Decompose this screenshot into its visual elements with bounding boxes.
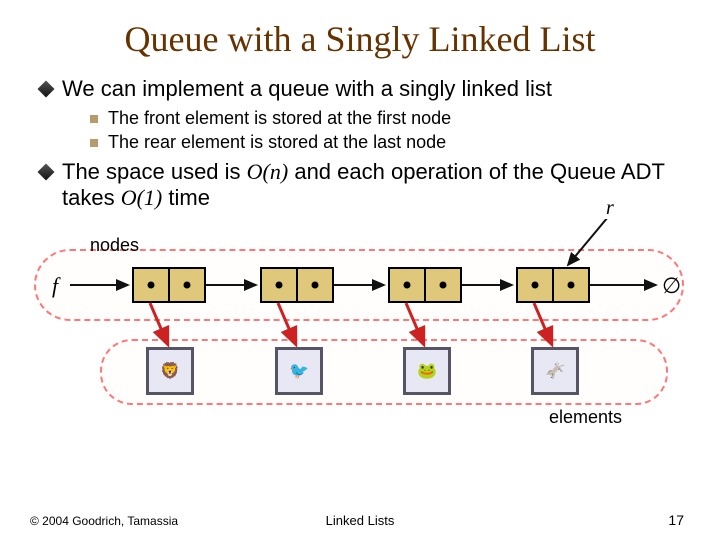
element-icon: 🫏: [545, 361, 565, 381]
node-box: [260, 267, 334, 303]
bullet-level1-complexity: The space used is O(n) and each operatio…: [40, 159, 690, 211]
footer-copyright: © 2004 Goodrich, Tamassia: [30, 514, 178, 528]
square-icon: [90, 115, 98, 123]
element-icon: 🦁: [160, 361, 180, 381]
bullet-level2-a: The front element is stored at the first…: [90, 108, 690, 129]
slide-title: Queue with a Singly Linked List: [30, 18, 690, 60]
next-dot-icon: [312, 282, 319, 289]
text: The space used is: [62, 159, 247, 184]
bullet-level2-b: The rear element is stored at the last n…: [90, 132, 690, 153]
data-dot-icon: [404, 282, 411, 289]
next-dot-icon: [184, 282, 191, 289]
diamond-icon: [38, 81, 55, 98]
elements-label: elements: [549, 407, 622, 428]
next-dot-icon: [568, 282, 575, 289]
text: time: [162, 185, 210, 210]
linked-list-diagram: r nodes f 🦁 🐦 🐸 🫏 elements ∅: [30, 219, 690, 409]
bullet-text: The rear element is stored at the last n…: [108, 132, 446, 153]
big-o-n: O(n): [247, 159, 289, 184]
element-icon: 🐸: [417, 361, 437, 381]
element-icon: 🐦: [289, 361, 309, 381]
data-dot-icon: [532, 282, 539, 289]
bullet-level1: We can implement a queue with a singly l…: [40, 76, 690, 102]
element-box: 🐦: [275, 347, 323, 395]
diamond-icon: [38, 164, 55, 181]
element-box: 🦁: [146, 347, 194, 395]
data-dot-icon: [276, 282, 283, 289]
empty-set-symbol: ∅: [662, 273, 681, 299]
footer-page: 17: [668, 512, 684, 528]
big-o-1: O(1): [121, 185, 163, 210]
bullet-text: The space used is O(n) and each operatio…: [62, 159, 690, 211]
footer-title: Linked Lists: [326, 513, 395, 528]
next-dot-icon: [440, 282, 447, 289]
data-dot-icon: [148, 282, 155, 289]
element-box: 🫏: [531, 347, 579, 395]
f-pointer-label: f: [52, 273, 58, 299]
bullet-text: The front element is stored at the first…: [108, 108, 451, 129]
bullet-text: We can implement a queue with a singly l…: [62, 76, 552, 102]
nodes-label: nodes: [90, 235, 139, 256]
element-box: 🐸: [403, 347, 451, 395]
node-box: [388, 267, 462, 303]
node-box: [516, 267, 590, 303]
square-icon: [90, 139, 98, 147]
r-pointer-label: r: [606, 197, 614, 220]
node-box: [132, 267, 206, 303]
